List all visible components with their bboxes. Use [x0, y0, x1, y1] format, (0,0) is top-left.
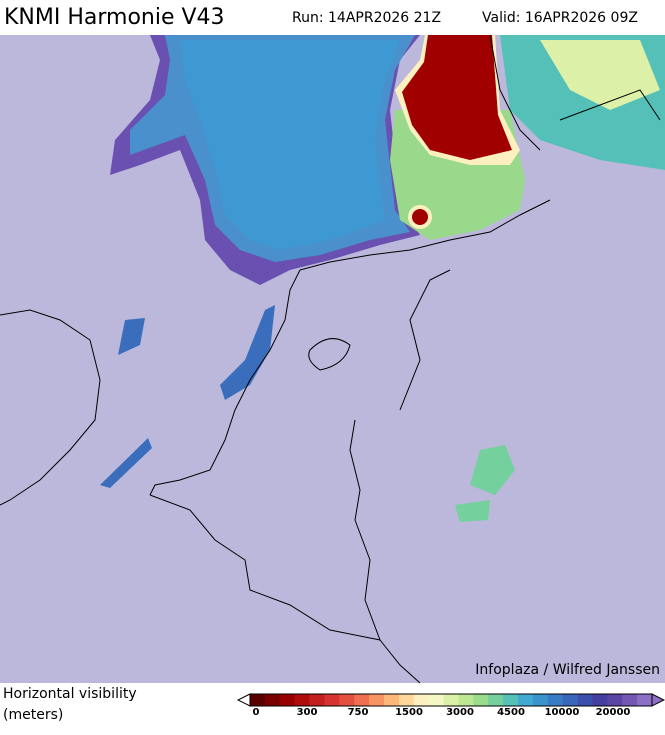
- coastline: [489, 34, 661, 151]
- colorbar-swatch: [592, 694, 608, 706]
- coastline: [149, 199, 551, 496]
- colorbar-swatch: [473, 694, 489, 706]
- colorbar-swatch: [562, 694, 578, 706]
- legend-title: (meters): [3, 707, 63, 723]
- fog-patch: [470, 445, 515, 495]
- dense-fog: [402, 35, 512, 160]
- fog-core: [180, 40, 400, 250]
- run-time: Run: 14APR2026 21Z: [292, 10, 441, 26]
- colorbar-swatch: [264, 694, 281, 706]
- colorbar-swatch: [354, 694, 370, 706]
- fog-patch: [118, 318, 145, 355]
- fog-patch: [220, 305, 275, 400]
- colorbar-swatch: [309, 694, 325, 706]
- colorbar-frame: [249, 693, 653, 707]
- colorbar-label: 4500: [497, 707, 525, 718]
- colorbar-label: 300: [297, 707, 318, 718]
- colorbar-swatch: [384, 694, 400, 706]
- colorbar-swatch: [622, 694, 638, 706]
- colorbar-label: 750: [348, 707, 369, 718]
- colorbar-swatch: [324, 694, 340, 706]
- colorbar-swatch: [532, 694, 549, 706]
- colorbar-swatch: [413, 694, 429, 706]
- colorbar-label: 20000: [596, 707, 631, 718]
- legend-title: Horizontal visibility: [3, 686, 137, 702]
- colorbar-swatch: [250, 694, 266, 706]
- fog-patch: [455, 500, 490, 522]
- colorbar-swatch: [607, 694, 623, 706]
- colorbar-swatch: [428, 694, 444, 706]
- colorbar-swatch: [488, 694, 504, 706]
- border: [149, 269, 451, 684]
- fog-northeast-light: [540, 40, 660, 110]
- colorbar-swatch: [279, 694, 295, 706]
- colorbar-label: 0: [253, 707, 260, 718]
- colorbar-swatch: [443, 694, 459, 706]
- coastline: [0, 309, 101, 506]
- colorbar-label: 3000: [446, 707, 474, 718]
- colorbar: 0 300 750 1500 3000 4500 10000 20000: [236, 693, 665, 718]
- colorbar-swatch: [458, 694, 474, 706]
- map-title: KNMI Harmonie V43: [4, 5, 225, 30]
- colorbar-swatch: [294, 694, 310, 706]
- colorbar-swatch: [398, 694, 415, 706]
- colorbar-swatch: [369, 694, 385, 706]
- dense-fog-spot: [412, 209, 428, 225]
- colorbar-label: 10000: [545, 707, 580, 718]
- valid-time: Valid: 16APR2026 09Z: [482, 10, 638, 26]
- credit: Infoplaza / Wilfred Janssen: [475, 662, 660, 678]
- lake: [308, 338, 351, 371]
- colorbar-swatch: [503, 694, 519, 706]
- colorbar-label: 1500: [395, 707, 423, 718]
- colorbar-swatch: [518, 694, 534, 706]
- colorbar-swatch: [547, 694, 563, 706]
- colorbar-swatch: [637, 694, 653, 706]
- fog-patch: [100, 438, 152, 488]
- colorbar-swatch: [577, 694, 593, 706]
- colorbar-swatch: [339, 694, 355, 706]
